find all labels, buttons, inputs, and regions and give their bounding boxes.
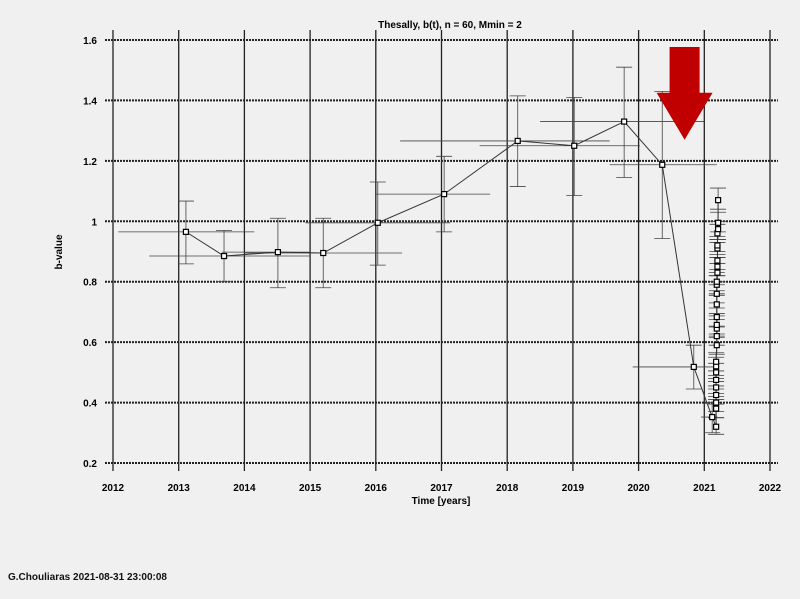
data-point: [659, 161, 666, 168]
data-point: [621, 118, 628, 125]
data-point: [713, 369, 720, 376]
chart-title: Thesally, b(t), n = 60, Mmin = 2: [378, 20, 522, 31]
data-point: [571, 142, 578, 149]
x-tick-label: 2012: [102, 483, 125, 494]
data-points: [182, 118, 722, 430]
data-point: [441, 190, 448, 198]
data-point: [713, 301, 720, 308]
x-tick-label: 2018: [496, 483, 519, 494]
data-point: [713, 423, 720, 430]
y-tick-label: 0.4: [83, 399, 97, 410]
x-tick-label: 2013: [168, 483, 191, 494]
x-tick-label: 2016: [365, 483, 388, 494]
y-tick-label: 0.8: [83, 278, 97, 289]
data-point: [713, 321, 720, 329]
y-tick-label: 1.6: [83, 36, 97, 47]
data-point: [320, 249, 327, 257]
data-point: [713, 391, 720, 399]
data-point: [713, 384, 720, 391]
data-point: [714, 263, 721, 270]
data-point: [713, 333, 720, 340]
red-arrow-annotation: [656, 47, 713, 140]
x-tick-label: 2019: [562, 483, 585, 494]
data-point: [713, 399, 720, 406]
y-tick-label: 0.6: [83, 338, 97, 349]
b-value-chart: 2012 2013 2014 2015 2016 2017 2018 2019 2020 2021…: [54, 20, 782, 507]
data-point: [713, 358, 720, 365]
y-tick-label: 1.4: [83, 96, 97, 107]
y-tick-label: 1.2: [83, 157, 97, 168]
data-point: [182, 228, 190, 235]
error-bars: [118, 66, 727, 435]
data-point: [514, 137, 521, 145]
data-point: [714, 257, 721, 264]
data-point: [714, 226, 722, 233]
data-point: [713, 376, 720, 384]
footer-credit: G.Chouliaras 2021-08-31 23:00:08: [8, 572, 167, 583]
data-point: [690, 363, 697, 371]
data-point: [713, 290, 720, 297]
data-point: [714, 197, 722, 204]
x-tick-label: 2015: [299, 483, 322, 494]
data-point: [714, 242, 721, 249]
x-axis-label: Time [years]: [412, 496, 471, 507]
data-point: [713, 342, 720, 349]
data-point: [713, 313, 720, 321]
x-tick-label: 2014: [233, 483, 256, 494]
data-point: [274, 249, 282, 256]
y-tick-label: 1: [91, 217, 97, 228]
data-point: [709, 413, 716, 421]
data-point: [714, 219, 722, 226]
x-tick-label: 2021: [693, 483, 716, 494]
x-tick-label: 2020: [627, 483, 650, 494]
data-point: [374, 219, 381, 226]
arrow-shape: [656, 47, 713, 140]
data-point: [220, 252, 228, 260]
y-axis-label: b-value: [54, 234, 65, 269]
data-point: [713, 405, 720, 412]
data-point: [714, 269, 721, 276]
tick-labels: 2012 2013 2014 2015 2016 2017 2018 2019 2020 2021…: [83, 36, 781, 494]
x-tick-label: 2022: [759, 483, 782, 494]
y-tick-label: 0.2: [83, 459, 97, 470]
x-tick-label: 2017: [430, 483, 453, 494]
data-point: [713, 278, 720, 285]
